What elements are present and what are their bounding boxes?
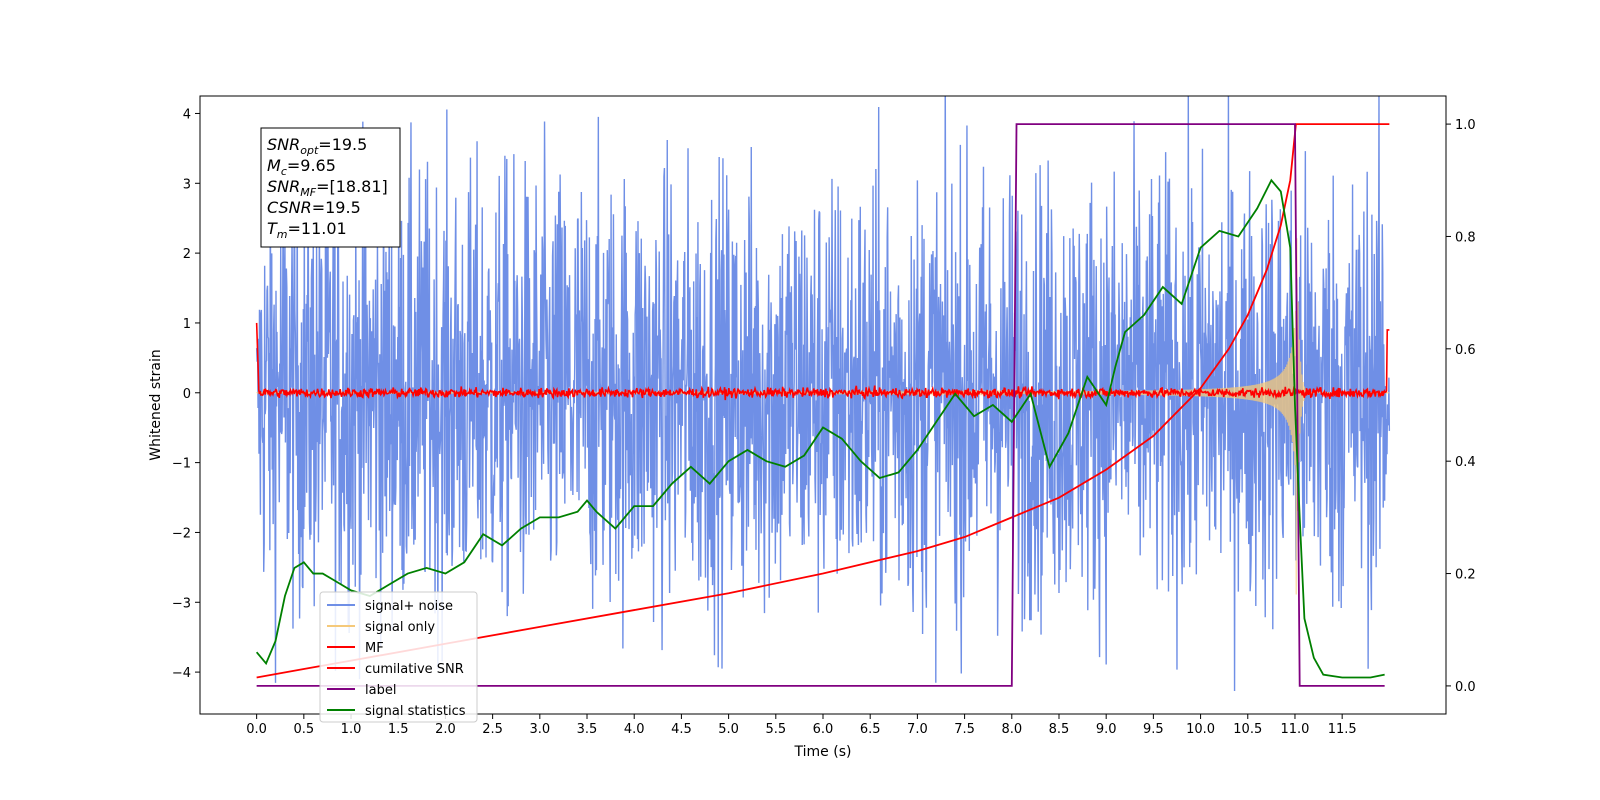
annotation-line-snr-opt: SNRopt=19.5 — [267, 135, 367, 157]
y2-axis-ticks: 1.0 0.8 0.6 0.4 0.2 0.0 — [1446, 118, 1476, 695]
legend-label-signal-noise: signal+ noise — [365, 599, 453, 614]
x-tick-label: 8.5 — [1049, 722, 1070, 737]
x-tick-label: 9.5 — [1143, 722, 1164, 737]
x-tick-label: 6.0 — [813, 722, 834, 737]
annotation-box: SNRopt=19.5 Mc=9.65 SNRMF=[18.81] CSNR=1… — [260, 127, 401, 248]
y-tick-label: −3 — [172, 596, 191, 611]
legend-label-mf: MF — [365, 641, 384, 656]
y-tick-label: −1 — [172, 457, 191, 472]
annotation-line-merger-time: Tm=11.01 — [267, 219, 347, 241]
x-tick-label: 8.0 — [1001, 722, 1022, 737]
y2-tick-label: 0.6 — [1455, 343, 1476, 358]
legend-label-signal-only: signal only — [365, 620, 435, 635]
x-tick-label: 0.0 — [246, 722, 267, 737]
annotation-line-chirp-mass: Mc=9.65 — [267, 156, 336, 178]
x-tick-label: 1.5 — [388, 722, 409, 737]
x-tick-label: 11.5 — [1328, 722, 1357, 737]
x-tick-label: 7.5 — [954, 722, 975, 737]
x-tick-label: 11.0 — [1280, 722, 1309, 737]
y-axis-label: Whitened strain — [148, 349, 164, 460]
x-tick-label: 3.0 — [529, 722, 550, 737]
x-axis-ticks: 0.0 0.5 1.0 1.5 2.0 2.5 3.0 3.5 4.0 4.5 5.0 5.5 6.0 6… — [246, 714, 1357, 737]
legend-label-label: label — [365, 683, 396, 698]
y-tick-label: 2 — [183, 247, 191, 262]
x-tick-label: 4.5 — [671, 722, 692, 737]
x-tick-label: 5.0 — [718, 722, 739, 737]
legend: signal+ noise signal only MF cumilative … — [319, 591, 478, 723]
annotation-line-snr-mf: SNRMF=[18.81] — [267, 177, 388, 199]
y2-tick-label: 0.0 — [1455, 680, 1476, 695]
series-label — [256, 123, 1385, 687]
x-tick-label: 2.0 — [435, 722, 456, 737]
x-tick-label: 10.5 — [1233, 722, 1262, 737]
y2-tick-label: 1.0 — [1455, 118, 1476, 133]
x-tick-label: 10.0 — [1186, 722, 1215, 737]
y-tick-label: 1 — [183, 317, 191, 332]
legend-label-signal-statistics: signal statistics — [365, 704, 466, 719]
x-tick-label: 7.0 — [907, 722, 928, 737]
x-tick-label: 3.5 — [577, 722, 598, 737]
y-tick-label: 3 — [183, 177, 191, 192]
y2-tick-label: 0.8 — [1455, 230, 1476, 245]
x-axis-label: Time (s) — [794, 744, 852, 760]
y-tick-label: −2 — [172, 526, 191, 541]
x-tick-label: 9.0 — [1096, 722, 1117, 737]
x-tick-label: 6.5 — [860, 722, 881, 737]
x-tick-label: 4.0 — [624, 722, 645, 737]
y-axis-ticks: 4 3 2 1 0 −1 −2 −3 −4 — [172, 107, 200, 681]
y2-tick-label: 0.2 — [1455, 568, 1476, 583]
y2-tick-label: 0.4 — [1455, 455, 1476, 470]
y-tick-label: −4 — [172, 666, 191, 681]
annotation-line-csnr: CSNR=19.5 — [267, 198, 361, 217]
x-tick-label: 1.0 — [341, 722, 362, 737]
y-tick-label: 4 — [183, 107, 191, 122]
legend-label-cumulative-snr: cumilative SNR — [365, 662, 464, 677]
x-tick-label: 5.5 — [765, 722, 786, 737]
x-tick-label: 2.5 — [482, 722, 503, 737]
y-tick-label: 0 — [183, 387, 191, 402]
x-tick-label: 0.5 — [293, 722, 314, 737]
plot-area — [255, 96, 1391, 691]
